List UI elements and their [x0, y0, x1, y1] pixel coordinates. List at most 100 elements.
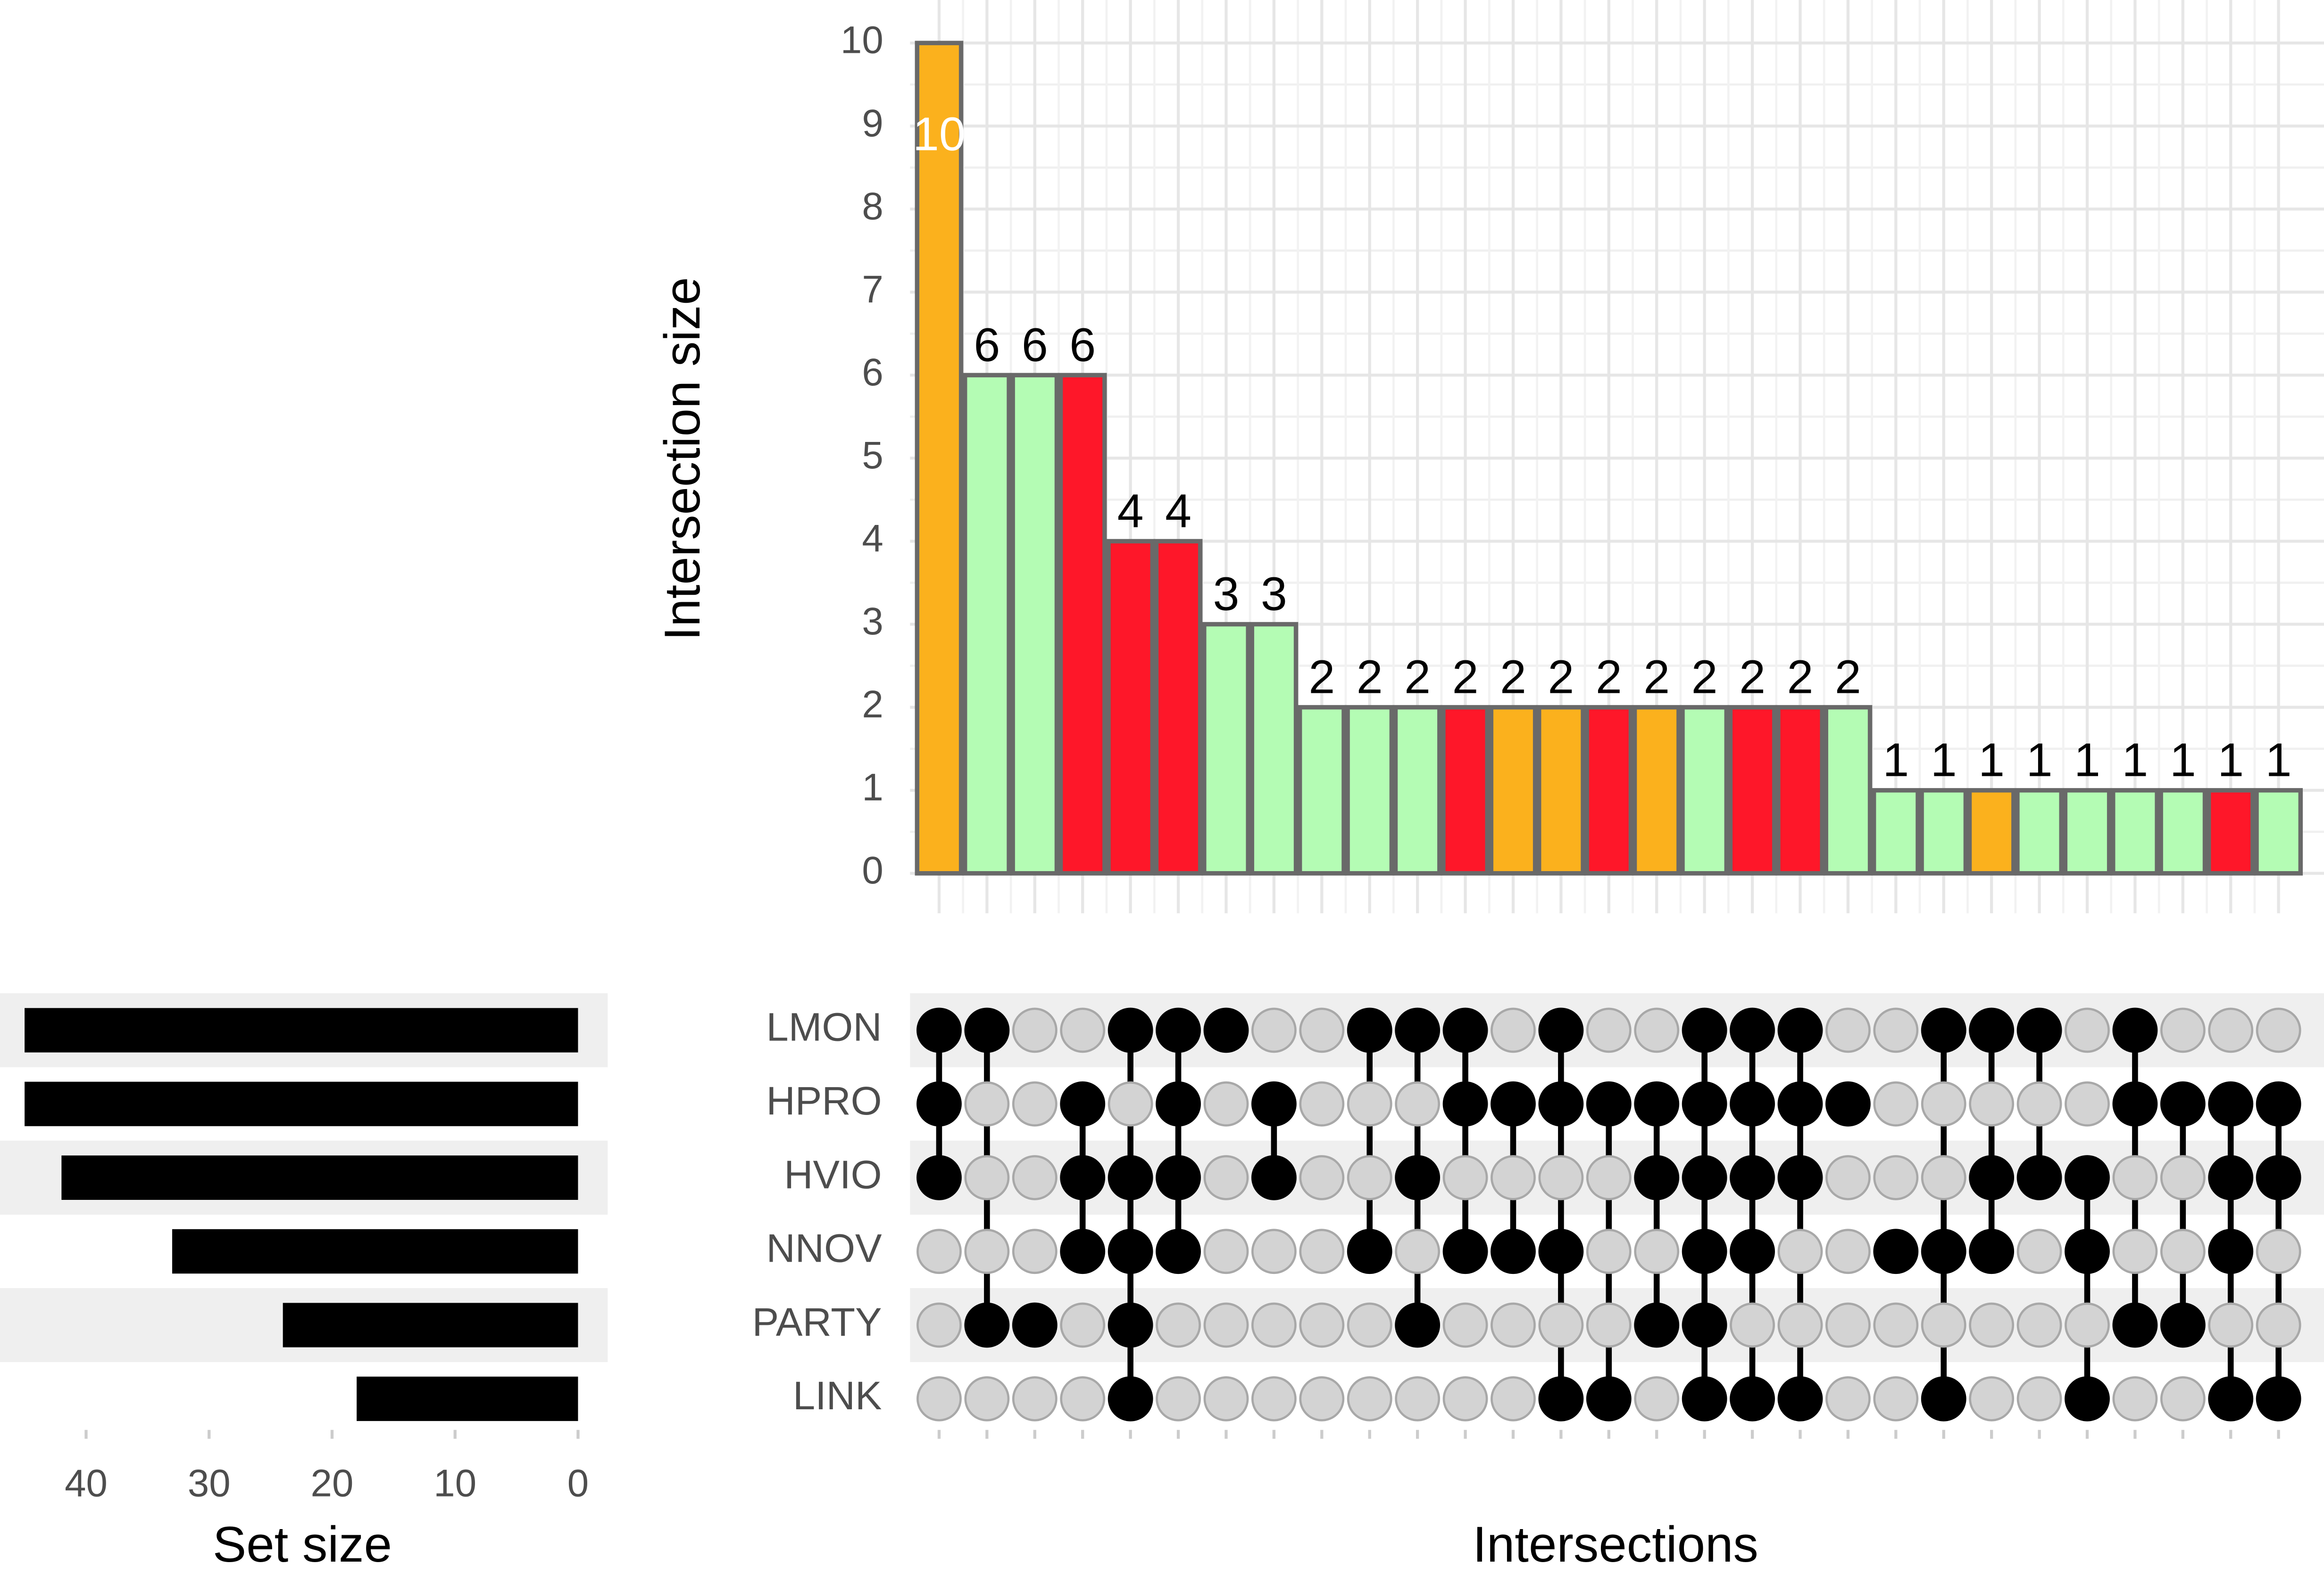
dot-filled	[1777, 1376, 1823, 1422]
dot-filled	[1395, 1302, 1441, 1348]
dot-filled	[1108, 1155, 1153, 1200]
dot-empty	[1156, 1376, 1201, 1422]
intersection-bar	[1728, 705, 1777, 876]
bar-value-label: 2	[1308, 651, 1335, 704]
dot-empty	[2160, 1376, 2206, 1422]
dot-filled	[2208, 1081, 2254, 1127]
dot-empty	[1873, 1155, 1919, 1200]
dot-empty	[1969, 1081, 2015, 1127]
dot-empty	[1969, 1376, 2015, 1422]
dot-empty	[1921, 1302, 1966, 1348]
dot-filled	[1108, 1007, 1153, 1053]
dot-filled	[1108, 1229, 1153, 1274]
dot-filled	[1682, 1376, 1727, 1422]
dot-empty	[1442, 1302, 1488, 1348]
set-size-bar	[283, 1303, 578, 1347]
intersection-bar	[2206, 788, 2255, 876]
dot-filled	[2256, 1376, 2301, 1422]
x-tick-label: 10	[433, 1462, 476, 1505]
dot-filled	[1538, 1376, 1584, 1422]
dot-filled	[1634, 1081, 1680, 1127]
dot-empty	[1873, 1007, 1919, 1053]
dot-empty	[1538, 1155, 1584, 1200]
bar-value-label: 1	[2122, 734, 2148, 787]
dot-filled	[1108, 1302, 1153, 1348]
dot-empty	[1395, 1081, 1441, 1127]
y-tick-label: 5	[862, 434, 883, 477]
dot-empty	[2256, 1302, 2301, 1348]
dot-filled	[1156, 1007, 1201, 1053]
intersection-bar	[1393, 705, 1442, 876]
set-size-bar	[25, 1081, 578, 1126]
dot-filled	[1395, 1155, 1441, 1200]
dot-filled	[1969, 1229, 2015, 1274]
dot-filled	[1538, 1081, 1584, 1127]
dot-empty	[1586, 1229, 1632, 1274]
dot-empty	[1873, 1302, 1919, 1348]
set-name: LINK	[793, 1373, 882, 1418]
dot-empty	[1012, 1007, 1058, 1053]
dot-empty	[1634, 1007, 1680, 1053]
bar-value-label: 3	[1213, 568, 1239, 621]
dot-empty	[1203, 1302, 1249, 1348]
dot-filled	[1682, 1229, 1727, 1274]
bar-value-label: 2	[1787, 651, 1814, 704]
bar-value-label: 10	[913, 108, 966, 161]
dot-empty	[2065, 1302, 2110, 1348]
bar-value-label: 6	[974, 318, 1000, 371]
set-name: LMON	[766, 1005, 882, 1049]
dot-empty	[1586, 1007, 1632, 1053]
set-size-bar	[172, 1229, 578, 1274]
intersection-bar	[1058, 373, 1107, 876]
dot-filled	[2208, 1229, 2254, 1274]
dot-empty	[1012, 1155, 1058, 1200]
set-name: HVIO	[784, 1152, 882, 1197]
dot-empty	[916, 1229, 962, 1274]
dot-empty	[1251, 1302, 1297, 1348]
dot-empty	[1108, 1081, 1153, 1127]
dot-empty	[1634, 1229, 1680, 1274]
dot-filled	[916, 1007, 962, 1053]
dot-filled	[2112, 1081, 2158, 1127]
bar-value-label: 1	[1978, 734, 2005, 787]
dot-filled	[2208, 1376, 2254, 1422]
dot-filled	[1969, 1007, 2015, 1053]
intersection-bar	[1489, 705, 1538, 876]
dot-filled	[1251, 1081, 1297, 1127]
dot-empty	[1347, 1081, 1392, 1127]
dot-filled	[1347, 1229, 1392, 1274]
bar-value-label: 3	[1261, 568, 1287, 621]
dot-empty	[964, 1155, 1010, 1200]
intersection-bar	[1106, 539, 1155, 876]
dot-empty	[1347, 1302, 1392, 1348]
intersection-bar	[1345, 705, 1394, 876]
y-tick-label: 9	[862, 102, 883, 145]
x-tick-label: 30	[188, 1462, 231, 1505]
dot-filled	[1777, 1081, 1823, 1127]
dot-empty	[1777, 1229, 1823, 1274]
bar-value-label: 1	[2266, 734, 2292, 787]
dot-filled	[1634, 1302, 1680, 1348]
dot-filled	[1682, 1155, 1727, 1200]
dot-empty	[1203, 1081, 1249, 1127]
dot-empty	[1012, 1081, 1058, 1127]
bar-value-label: 2	[1835, 651, 1861, 704]
dot-filled	[2112, 1007, 2158, 1053]
dot-empty	[1251, 1007, 1297, 1053]
y-axis-title: Intersection size	[654, 277, 710, 640]
dot-filled	[1442, 1229, 1488, 1274]
dot-filled	[1442, 1081, 1488, 1127]
set-size-bar	[25, 1008, 578, 1053]
dot-empty	[1060, 1376, 1106, 1422]
dot-filled	[964, 1302, 1010, 1348]
bar-value-label: 4	[1117, 485, 1144, 538]
dot-empty	[2065, 1007, 2110, 1053]
dot-filled	[2065, 1155, 2110, 1200]
intersection-bar	[2063, 788, 2112, 876]
dot-empty	[964, 1376, 1010, 1422]
dot-filled	[1060, 1229, 1106, 1274]
dot-empty	[1012, 1376, 1058, 1422]
dot-filled	[1682, 1081, 1727, 1127]
